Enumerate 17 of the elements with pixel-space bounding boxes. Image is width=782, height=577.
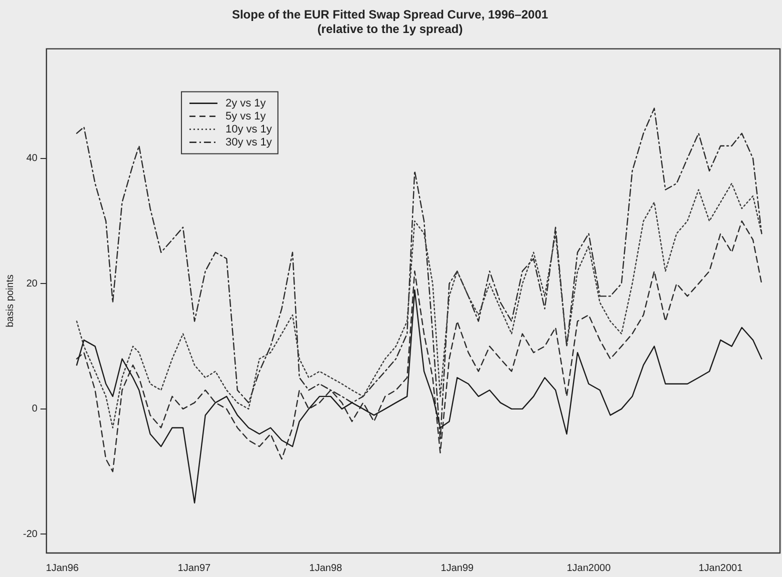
y-tick-label: -20 [23,528,38,540]
y-tick-label: 20 [26,278,38,290]
y-tick-label: 0 [32,404,38,415]
legend-label: 30y vs 1y [225,136,272,148]
x-tick-label: 1Jan96 [46,562,80,574]
legend-label: 2y vs 1y [225,97,266,110]
x-tick-label: 1Jan2001 [698,562,743,574]
legend-label: 5y vs 1y [225,110,266,122]
x-tick-label: 1Jan2000 [566,562,612,574]
chart-title: Slope of the EUR Fitted Swap Spread Curve, 1996–2001 [232,8,548,22]
y-axis-title: basis points [4,274,16,328]
y-tick-label: 40 [26,153,38,164]
chart-subtitle: (relative to the 1y spread) [317,22,463,36]
x-tick-label: 1Jan97 [178,562,212,574]
x-tick-label: 1Jan98 [309,562,343,574]
legend-label: 10y vs 1y [225,123,272,136]
x-tick-label: 1Jan99 [440,562,474,574]
